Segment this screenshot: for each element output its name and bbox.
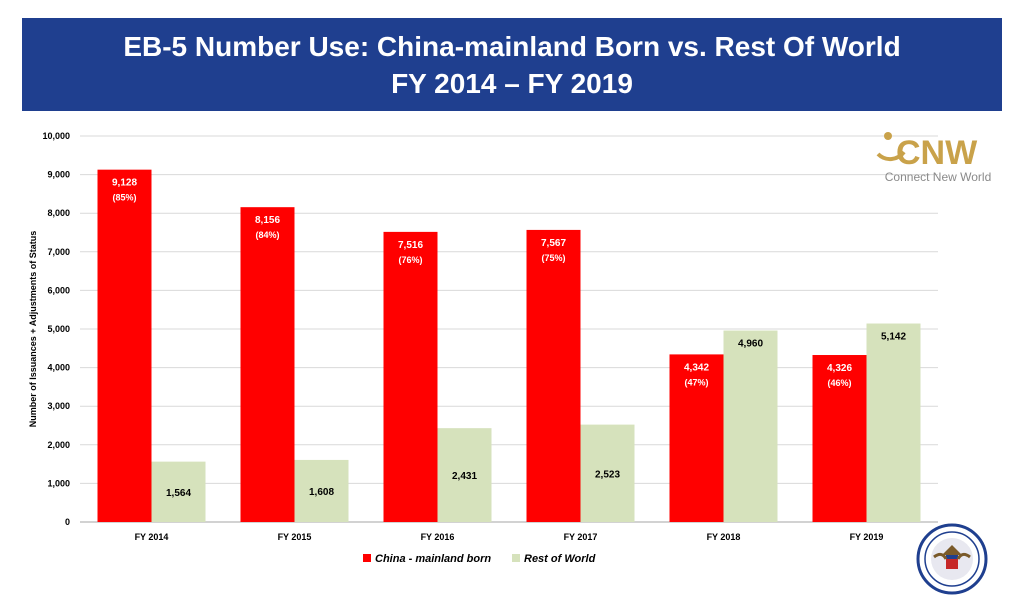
legend-label-rest-of-world: Rest of World: [524, 553, 596, 565]
logo-tagline: Connect New World: [884, 170, 992, 184]
y-tick-label: 1,000: [47, 478, 70, 488]
percent-label-china: (84%): [255, 230, 279, 240]
chart-title-line1: EB-5 Number Use: China-mainland Born vs.…: [123, 30, 901, 62]
legend-swatch-china: [363, 554, 371, 562]
percent-label-china: (76%): [398, 255, 422, 265]
y-tick-label: 10,000: [42, 131, 70, 141]
y-tick-label: 8,000: [47, 208, 70, 218]
bar-china-mainland: [526, 229, 581, 522]
y-tick-label: 0: [65, 517, 70, 527]
y-axis-label: Number of Issuances + Adjustments of Sta…: [28, 231, 38, 427]
bar-rest-of-world: [723, 330, 778, 522]
bar-china-mainland: [97, 169, 152, 523]
data-label-rest-of-world: 1,608: [309, 487, 334, 498]
data-label-china: 9,128: [112, 178, 137, 189]
percent-label-china: (46%): [827, 378, 851, 388]
y-tick-label: 3,000: [47, 401, 70, 411]
percent-label-china: (75%): [541, 253, 565, 263]
bar-rest-of-world: [866, 323, 921, 522]
percent-label-china: (47%): [684, 377, 708, 387]
data-label-rest-of-world: 2,523: [595, 469, 620, 480]
percent-label-china: (85%): [112, 193, 136, 203]
x-tick-label: FY 2017: [564, 532, 598, 542]
data-label-rest-of-world: 4,960: [738, 339, 763, 350]
y-tick-label: 5,000: [47, 324, 70, 334]
bar-rest-of-world: [437, 428, 492, 522]
x-tick-label: FY 2015: [278, 532, 312, 542]
bar-china-mainland: [240, 207, 295, 522]
data-label-china: 7,516: [398, 240, 423, 251]
chart-title-line2: FY 2014 – FY 2019: [391, 67, 633, 99]
data-label-rest-of-world: 1,564: [166, 488, 191, 499]
x-tick-label: FY 2019: [850, 532, 884, 542]
bar-rest-of-world: [151, 461, 206, 522]
data-label-rest-of-world: 5,142: [881, 332, 906, 343]
bar-rest-of-world: [294, 459, 349, 522]
data-label-china: 7,567: [541, 238, 566, 249]
bar-china-mainland: [812, 355, 867, 522]
data-label-china: 4,326: [827, 363, 852, 374]
y-tick-label: 2,000: [47, 440, 70, 450]
x-tick-label: FY 2018: [707, 532, 741, 542]
x-tick-label: FY 2016: [421, 532, 455, 542]
y-tick-label: 7,000: [47, 247, 70, 257]
y-tick-label: 9,000: [47, 170, 70, 180]
x-tick-label: FY 2014: [135, 532, 169, 542]
legend-label-china: China - mainland born: [375, 553, 491, 565]
state-department-seal-icon: [916, 523, 988, 595]
y-tick-label: 6,000: [47, 285, 70, 295]
bar-china-mainland: [669, 354, 724, 522]
legend-swatch-rest-of-world: [512, 554, 520, 562]
y-tick-label: 4,000: [47, 363, 70, 373]
bar-china-mainland: [383, 231, 438, 523]
cnw-logo-icon: CNW: [876, 132, 978, 172]
data-label-rest-of-world: 2,431: [452, 471, 477, 482]
title-banner: EB-5 Number Use: China-mainland Born vs.…: [22, 18, 1002, 111]
bar-rest-of-world: [580, 424, 635, 522]
cnw-logo-mark: CNW: [896, 134, 978, 172]
data-label-china: 8,156: [255, 215, 280, 226]
data-label-china: 4,342: [684, 362, 709, 373]
